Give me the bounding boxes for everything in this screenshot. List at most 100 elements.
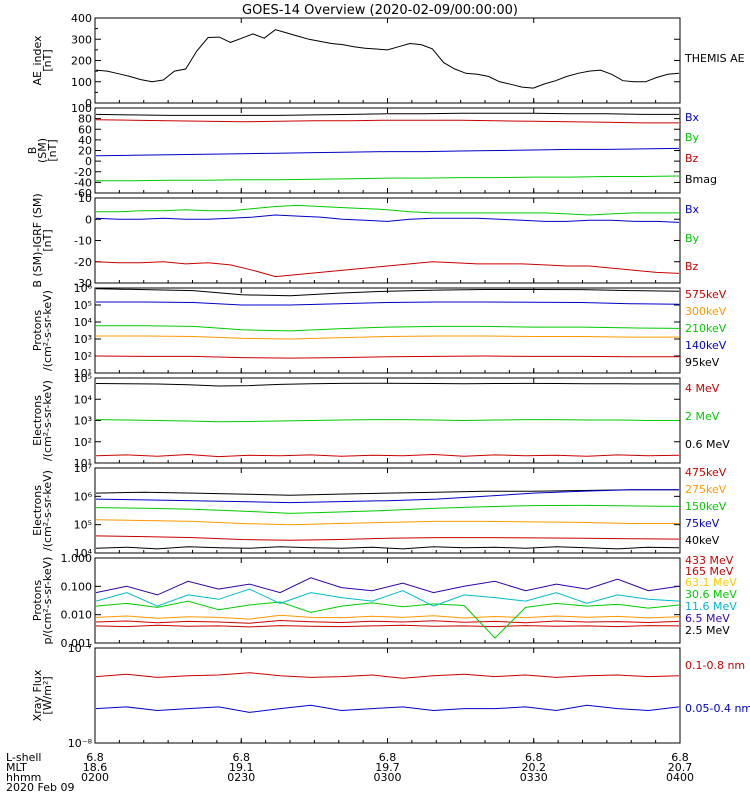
footer-row-label: L-shell: [6, 751, 42, 764]
footer-mlt-value: 20.7: [668, 761, 693, 774]
y-tick-label: 10³: [74, 415, 92, 428]
footer-hhmm-value: 0230: [227, 771, 255, 784]
panel-3: 10 0 -10 -20 -30 B (SM)-IGRF (SM)[nT] Bx By Bz: [31, 192, 700, 290]
y-tick-label: 10³: [74, 333, 92, 346]
y-tick-label: 0.100: [61, 580, 93, 593]
y-tick-label: 10²: [74, 436, 92, 449]
series-line-bx: [95, 147, 680, 157]
legend-label: Bx: [685, 111, 700, 124]
y-axis-label: Xray Flux[W/m²]: [31, 669, 54, 721]
y-tick-label: 80: [78, 113, 92, 126]
series-line-30-6-mev: [95, 600, 680, 639]
series-line-0-1-0-8-nm: [95, 672, 680, 679]
series-line-433-mev: [95, 624, 680, 628]
y-axis-label-line: Protons: [31, 310, 44, 351]
series-line-bz: [95, 119, 679, 124]
y-axis-label: AE_index[nT]: [31, 35, 54, 86]
legend-label: 433 MeV: [685, 554, 734, 567]
panel-frame: [94, 647, 681, 744]
panel-frame: [94, 17, 681, 104]
legend-label: 11.6 MeV: [685, 600, 737, 613]
y-axis-label-line: /(cm²-s-sr-keV): [41, 290, 54, 371]
y-tick-label: 10: [78, 192, 92, 205]
panel-1: 0 100 200 300 400 AE_index[nT] THEMIS AE: [31, 12, 745, 110]
legend-label: 2.5 MeV: [685, 624, 730, 637]
panel-5: 10⁵ 10⁴ 10³ 10² 10¹ Electrons/(cm²-s-sr-keV) 4…: [31, 372, 730, 470]
footer-lshell-value: 6.8: [86, 751, 104, 764]
footer-row-label: 2020 Feb 09: [6, 781, 74, 794]
footer-hhmm-value: 0200: [81, 771, 109, 784]
footer-hhmm-value: 0330: [520, 771, 548, 784]
y-axis-label-line: B (SM)-IGRF (SM): [31, 193, 44, 287]
legend-label: By: [685, 131, 700, 144]
y-tick-label: 10⁻⁸: [68, 737, 93, 750]
legend-label: 0.6 MeV: [685, 438, 730, 451]
y-axis-label-line: [nT]: [41, 49, 54, 71]
legend-label: Bx: [685, 203, 700, 216]
legend-label: 40keV: [685, 534, 720, 547]
y-tick-label: 100: [71, 76, 92, 89]
y-axis-label-line: [nT]: [41, 229, 54, 251]
series-line-by: [96, 175, 680, 182]
y-axis-label-line: (SM): [36, 138, 49, 163]
figure-title: GOES-14 Overview (2020-02-09/00:00:00): [242, 3, 518, 18]
series-line-themis-ae: [95, 29, 680, 89]
y-tick-label: 0: [85, 155, 92, 168]
panel-frame: [94, 557, 681, 644]
footer-mlt-value: 19.7: [375, 761, 400, 774]
footer-row-label: MLT: [6, 761, 27, 774]
y-tick-label: 10¹: [74, 457, 92, 470]
legend-label: By: [685, 232, 700, 245]
legend-label: 0.1-0.8 nm: [685, 659, 745, 672]
series-line-95kev: [95, 355, 679, 359]
y-axis-label-line: Protons: [31, 580, 44, 621]
y-axis-label-line: B: [26, 147, 39, 155]
footer-hhmm-value: 0400: [666, 771, 694, 784]
y-tick-label: 10⁶: [74, 490, 93, 503]
legend-label: 210keV: [685, 322, 727, 335]
legend-label: 575keV: [685, 288, 727, 301]
y-tick-label: 10⁴: [74, 316, 93, 329]
y-tick-label: 60: [78, 123, 92, 136]
y-tick-label: 10¹: [74, 367, 92, 380]
series-line-0-6-mev: [95, 382, 679, 387]
y-axis-label-line: Xray Flux: [31, 669, 44, 721]
y-tick-label: 0.010: [61, 609, 93, 622]
footer-row-label: hhmm: [6, 771, 41, 784]
y-tick-label: -60: [74, 187, 92, 200]
y-axis-label-line: /(cm²-s-sr-keV): [41, 380, 54, 461]
y-tick-label: -10: [74, 235, 92, 248]
y-tick-label: 10⁶: [74, 282, 93, 295]
y-axis-label-line: [nT]: [46, 139, 59, 161]
y-tick-label: 20: [78, 145, 92, 158]
y-tick-label: 100: [71, 102, 92, 115]
footer-lshell-value: 6.8: [525, 751, 543, 764]
legend-label: 30.6 MeV: [685, 588, 737, 601]
footer-mlt-value: 18.6: [83, 761, 108, 774]
y-tick-label: 10⁴: [74, 547, 93, 560]
panel-frame: [94, 197, 681, 284]
legend-label: Bz: [685, 260, 699, 273]
y-tick-label: 1.000: [61, 552, 93, 565]
legend-label: 95keV: [685, 356, 720, 369]
y-tick-label: 0.001: [61, 637, 93, 650]
series-line-bmag: [95, 112, 679, 116]
y-axis-label: Electrons/(cm²-s-sr-keV): [31, 380, 54, 461]
y-tick-label: -30: [74, 277, 92, 290]
panel-6: 10⁷ 10⁶ 10⁵ 10⁴ Electrons/(cm²-s-sr-keV) 475k…: [31, 462, 727, 560]
series-line-210kev: [96, 325, 680, 332]
legend-label: 63.1 MeV: [685, 576, 737, 589]
series-line-165-mev: [95, 619, 680, 624]
footer-lshell-value: 6.8: [379, 751, 397, 764]
footer-lshell-value: 6.8: [233, 751, 251, 764]
legend-label: 275keV: [685, 483, 727, 496]
series-line-bz: [95, 261, 680, 278]
y-tick-label: -20: [74, 166, 92, 179]
series-line-575kev: [95, 288, 680, 297]
legend-label: 75keV: [685, 517, 720, 530]
y-tick-label: -20: [74, 256, 92, 269]
series-line-300kev: [96, 301, 680, 306]
